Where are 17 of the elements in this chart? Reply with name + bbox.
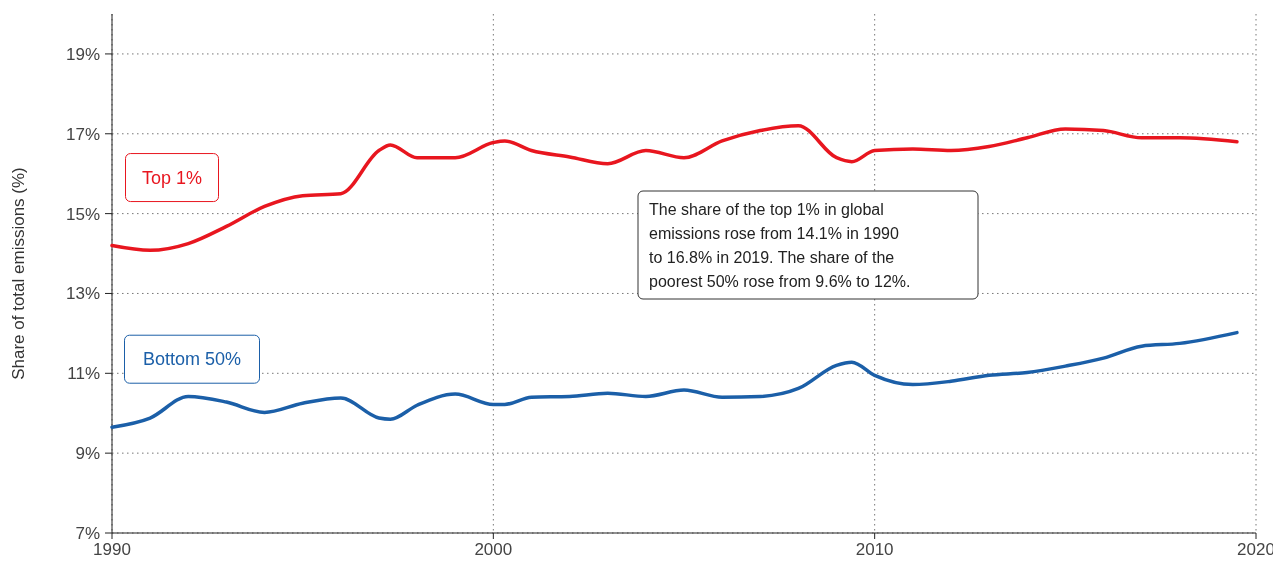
y-tick-label: 9% <box>75 444 100 464</box>
note-box: The share of the top 1% in global emissions rose from 14.1% in 1990 to 16.8% in 2019. The share of the poorest 50% rose from 9.6% to 12%. <box>637 190 979 300</box>
line-series <box>110 124 1239 253</box>
y-tick-label: 13% <box>65 284 100 304</box>
y-tick-label: 17% <box>65 124 100 144</box>
y-axis-title: Share of total emissions (%) <box>9 167 28 380</box>
text: Top 1% <box>141 167 203 188</box>
line-series <box>110 330 1239 429</box>
y-tick-label: 15% <box>65 204 100 224</box>
y-tick-label: 11% <box>67 364 100 384</box>
series-label: Bottom 50% <box>142 349 242 370</box>
x-tick-label: 1990 <box>93 540 131 559</box>
y-tick-label: 7% <box>75 524 100 543</box>
annotation: The share of the top 1% in global emissions rose from 14.1% in 1990 to 16.8% in 2019. The share of the poorest 50% rose from 9.6% to 12%. <box>649 201 911 290</box>
x-tick-label: 2000 <box>474 540 513 559</box>
y-tick-label: 19% <box>65 44 100 64</box>
x-tick-label: 2010 <box>855 540 894 559</box>
